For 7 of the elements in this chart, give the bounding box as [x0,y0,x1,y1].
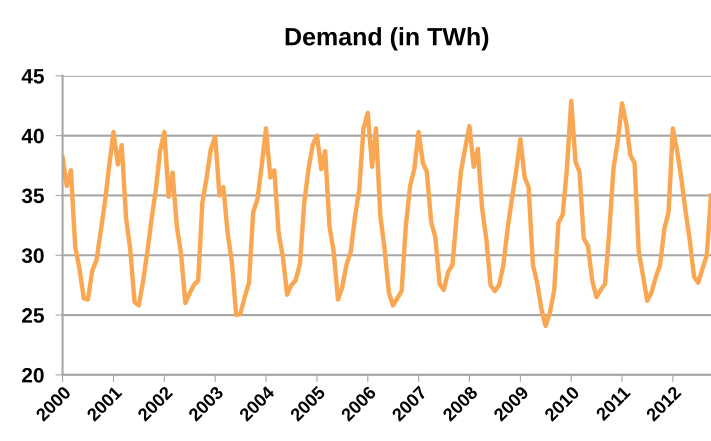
y-tick-label: 30 [22,248,44,264]
y-tick-label: 45 [22,69,44,84]
y-tick-label: 40 [22,128,44,144]
y-tick-label: 25 [22,308,44,323]
chart-title: Demand (in TWh) [286,27,488,50]
y-tick-label: 20 [22,368,44,383]
y-tick-label: 35 [22,188,44,204]
